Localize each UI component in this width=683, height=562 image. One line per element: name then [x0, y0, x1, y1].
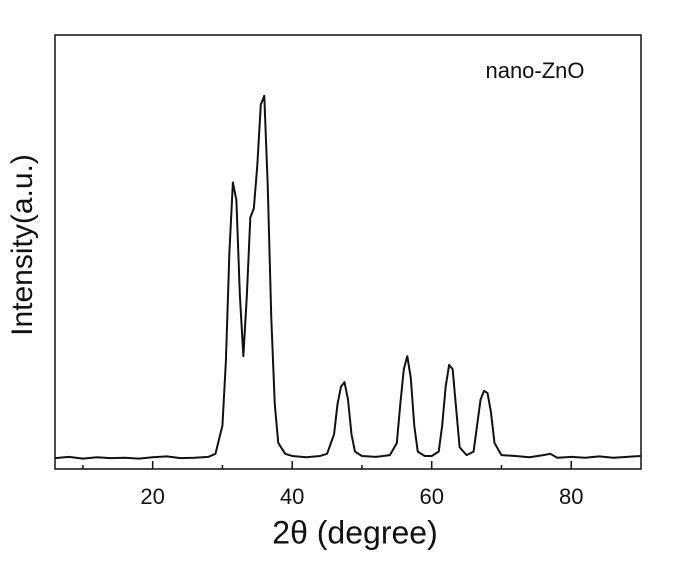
x-axis-label: 2θ (degree) [272, 514, 437, 550]
data-line [54, 94, 642, 460]
annotation: nano-ZnO [485, 58, 584, 83]
x-tick-label: 40 [280, 484, 304, 509]
plot-frame [54, 34, 642, 470]
x-tick-label: 80 [559, 484, 583, 509]
x-tick-label: 20 [140, 484, 164, 509]
x-tick-label: 60 [419, 484, 443, 509]
y-axis-label: Intensity(a.u.) [6, 154, 39, 336]
